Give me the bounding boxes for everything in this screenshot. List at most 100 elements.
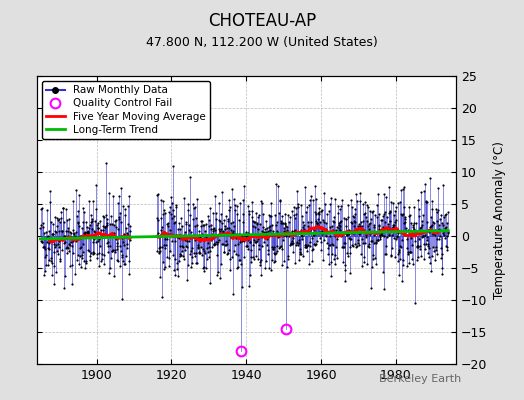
Point <box>350 214 358 220</box>
Point <box>39 244 47 250</box>
Point <box>434 185 443 192</box>
Point <box>59 235 67 242</box>
Point <box>156 248 165 254</box>
Point <box>392 228 401 234</box>
Point <box>61 239 70 245</box>
Point <box>419 212 428 218</box>
Point <box>281 221 289 227</box>
Point <box>356 228 365 235</box>
Point <box>183 262 192 268</box>
Point <box>442 242 450 249</box>
Point <box>405 212 413 219</box>
Point <box>412 229 420 236</box>
Point <box>107 248 116 254</box>
Point <box>426 224 434 230</box>
Point <box>162 242 171 248</box>
Point <box>73 220 82 226</box>
Point <box>233 265 241 271</box>
Point <box>287 240 295 247</box>
Point <box>300 228 308 235</box>
Point <box>253 226 261 232</box>
Point <box>42 262 50 268</box>
Point <box>164 223 172 230</box>
Point <box>428 206 436 213</box>
Point <box>343 250 351 256</box>
Point <box>389 224 397 230</box>
Point <box>192 259 200 266</box>
Point <box>53 217 62 223</box>
Point <box>48 272 56 279</box>
Point <box>186 251 194 258</box>
Point <box>336 217 345 224</box>
Point <box>176 243 184 249</box>
Point <box>324 244 333 251</box>
Point <box>317 239 325 245</box>
Point <box>394 200 402 206</box>
Point <box>330 256 338 262</box>
Point <box>74 252 82 258</box>
Point <box>47 255 55 261</box>
Point <box>416 224 424 231</box>
Point <box>239 210 248 217</box>
Point <box>252 210 260 216</box>
Point <box>299 253 307 259</box>
Point <box>440 214 448 220</box>
Point <box>267 256 276 263</box>
Point <box>319 257 327 264</box>
Point <box>211 241 219 247</box>
Point <box>329 242 337 248</box>
Point <box>266 213 275 219</box>
Point <box>411 228 420 234</box>
Point <box>38 239 46 246</box>
Point <box>372 240 380 246</box>
Point <box>125 236 134 243</box>
Point <box>197 223 205 230</box>
Point <box>268 231 276 238</box>
Point <box>224 216 232 222</box>
Point <box>287 230 295 236</box>
Point <box>427 268 435 274</box>
Point <box>223 218 232 224</box>
Point <box>302 204 311 210</box>
Point <box>376 234 384 241</box>
Point <box>90 250 98 256</box>
Point <box>49 281 58 287</box>
Point <box>336 227 345 234</box>
Point <box>383 214 391 220</box>
Point <box>283 256 292 262</box>
Point <box>231 206 239 213</box>
Point <box>409 230 418 237</box>
Point <box>105 270 114 276</box>
Point <box>372 260 380 267</box>
Point <box>403 249 412 256</box>
Point <box>241 231 249 238</box>
Point <box>413 196 422 203</box>
Point <box>73 257 81 263</box>
Point <box>154 230 162 236</box>
Point <box>421 180 429 187</box>
Point <box>322 228 331 234</box>
Point <box>300 226 309 232</box>
Point <box>68 242 76 249</box>
Point <box>253 221 261 227</box>
Point <box>365 226 373 232</box>
Point <box>161 233 170 240</box>
Point <box>69 238 77 244</box>
Point <box>341 278 350 284</box>
Point <box>153 248 161 254</box>
Point <box>91 229 99 235</box>
Point <box>115 214 124 220</box>
Point <box>435 227 444 234</box>
Point <box>443 219 451 226</box>
Point <box>231 242 239 248</box>
Point <box>214 232 222 238</box>
Point <box>88 226 96 232</box>
Point <box>294 201 302 208</box>
Point <box>358 263 366 269</box>
Point <box>217 240 226 247</box>
Point <box>191 236 200 243</box>
Point <box>398 236 406 243</box>
Point <box>180 232 189 239</box>
Point <box>274 243 282 249</box>
Point <box>288 227 296 234</box>
